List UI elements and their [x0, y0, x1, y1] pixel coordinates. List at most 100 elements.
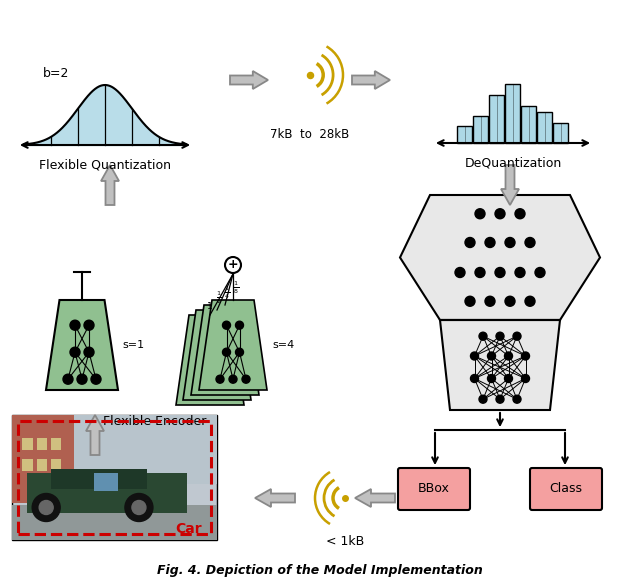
Bar — [12, 505, 217, 540]
Text: DeQuantization: DeQuantization — [465, 157, 562, 170]
Bar — [22, 459, 33, 472]
Bar — [51, 459, 61, 472]
Circle shape — [77, 374, 87, 384]
Bar — [94, 473, 118, 490]
Circle shape — [63, 374, 73, 384]
Circle shape — [505, 296, 515, 307]
Circle shape — [216, 375, 224, 383]
Polygon shape — [199, 300, 267, 390]
Text: Class: Class — [550, 483, 582, 495]
Circle shape — [535, 267, 545, 277]
Circle shape — [515, 209, 525, 219]
Circle shape — [70, 347, 80, 357]
Circle shape — [125, 494, 153, 521]
Circle shape — [236, 321, 243, 329]
Bar — [457, 126, 472, 143]
Polygon shape — [440, 320, 560, 410]
Circle shape — [84, 320, 94, 330]
Circle shape — [475, 209, 485, 219]
Polygon shape — [46, 300, 118, 390]
Circle shape — [84, 347, 94, 357]
Circle shape — [515, 267, 525, 277]
Text: $\frac{1}{4}$: $\frac{1}{4}$ — [224, 284, 230, 301]
Circle shape — [475, 267, 485, 277]
Polygon shape — [176, 315, 244, 405]
Circle shape — [225, 257, 241, 273]
Circle shape — [465, 296, 475, 307]
Circle shape — [32, 494, 60, 521]
Circle shape — [522, 374, 529, 383]
Text: Flexible Quantization: Flexible Quantization — [39, 159, 171, 172]
Text: b=2: b=2 — [43, 67, 69, 80]
Bar — [12, 415, 217, 484]
Bar — [22, 438, 33, 450]
Polygon shape — [191, 305, 259, 395]
Bar — [489, 95, 504, 143]
Circle shape — [470, 374, 479, 383]
Circle shape — [236, 348, 243, 356]
Text: +: + — [228, 259, 238, 271]
Bar — [12, 415, 74, 503]
Polygon shape — [352, 71, 390, 89]
Bar — [51, 469, 147, 488]
Bar — [27, 473, 187, 512]
Polygon shape — [183, 310, 251, 400]
Polygon shape — [501, 165, 519, 205]
Bar — [553, 123, 568, 143]
Polygon shape — [230, 71, 268, 89]
Bar — [36, 438, 47, 450]
Bar — [537, 112, 552, 143]
Text: 7kB  to  28kB: 7kB to 28kB — [270, 128, 349, 141]
Circle shape — [513, 332, 521, 340]
Circle shape — [522, 352, 529, 360]
Circle shape — [39, 501, 53, 514]
Bar — [18, 421, 211, 534]
Polygon shape — [400, 195, 600, 320]
Circle shape — [525, 296, 535, 307]
Circle shape — [488, 374, 495, 383]
Text: $\frac{1}{2}$: $\frac{1}{2}$ — [216, 290, 222, 306]
Bar — [505, 84, 520, 143]
Circle shape — [470, 352, 479, 360]
Text: Car: Car — [176, 522, 202, 536]
Text: s=1: s=1 — [122, 340, 144, 350]
Circle shape — [513, 395, 521, 403]
Circle shape — [488, 352, 495, 360]
Text: 1: 1 — [207, 302, 213, 311]
Circle shape — [242, 375, 250, 383]
Circle shape — [132, 501, 146, 514]
Circle shape — [504, 352, 513, 360]
Circle shape — [91, 374, 101, 384]
Text: s=4: s=4 — [272, 340, 294, 350]
Circle shape — [223, 321, 230, 329]
Polygon shape — [355, 489, 395, 507]
Polygon shape — [101, 165, 119, 205]
Circle shape — [496, 332, 504, 340]
Circle shape — [70, 320, 80, 330]
Circle shape — [505, 238, 515, 247]
Circle shape — [485, 296, 495, 307]
Polygon shape — [86, 415, 104, 455]
Bar — [521, 106, 536, 143]
Circle shape — [495, 267, 505, 277]
Text: $\frac{1}{8}$: $\frac{1}{8}$ — [233, 280, 239, 296]
Text: BBox: BBox — [418, 483, 450, 495]
Circle shape — [455, 267, 465, 277]
Text: Fig. 4. Depiction of the Model Implementation: Fig. 4. Depiction of the Model Implement… — [157, 564, 483, 577]
Polygon shape — [255, 489, 295, 507]
Circle shape — [504, 374, 513, 383]
Circle shape — [496, 395, 504, 403]
Circle shape — [495, 209, 505, 219]
Circle shape — [465, 238, 475, 247]
Bar — [36, 459, 47, 472]
FancyBboxPatch shape — [530, 468, 602, 510]
Circle shape — [229, 375, 237, 383]
Bar — [473, 116, 488, 143]
Circle shape — [479, 395, 487, 403]
Bar — [51, 438, 61, 450]
Bar — [12, 415, 217, 540]
Circle shape — [485, 238, 495, 247]
FancyBboxPatch shape — [398, 468, 470, 510]
Text: < 1kB: < 1kB — [326, 535, 364, 548]
Circle shape — [223, 348, 230, 356]
